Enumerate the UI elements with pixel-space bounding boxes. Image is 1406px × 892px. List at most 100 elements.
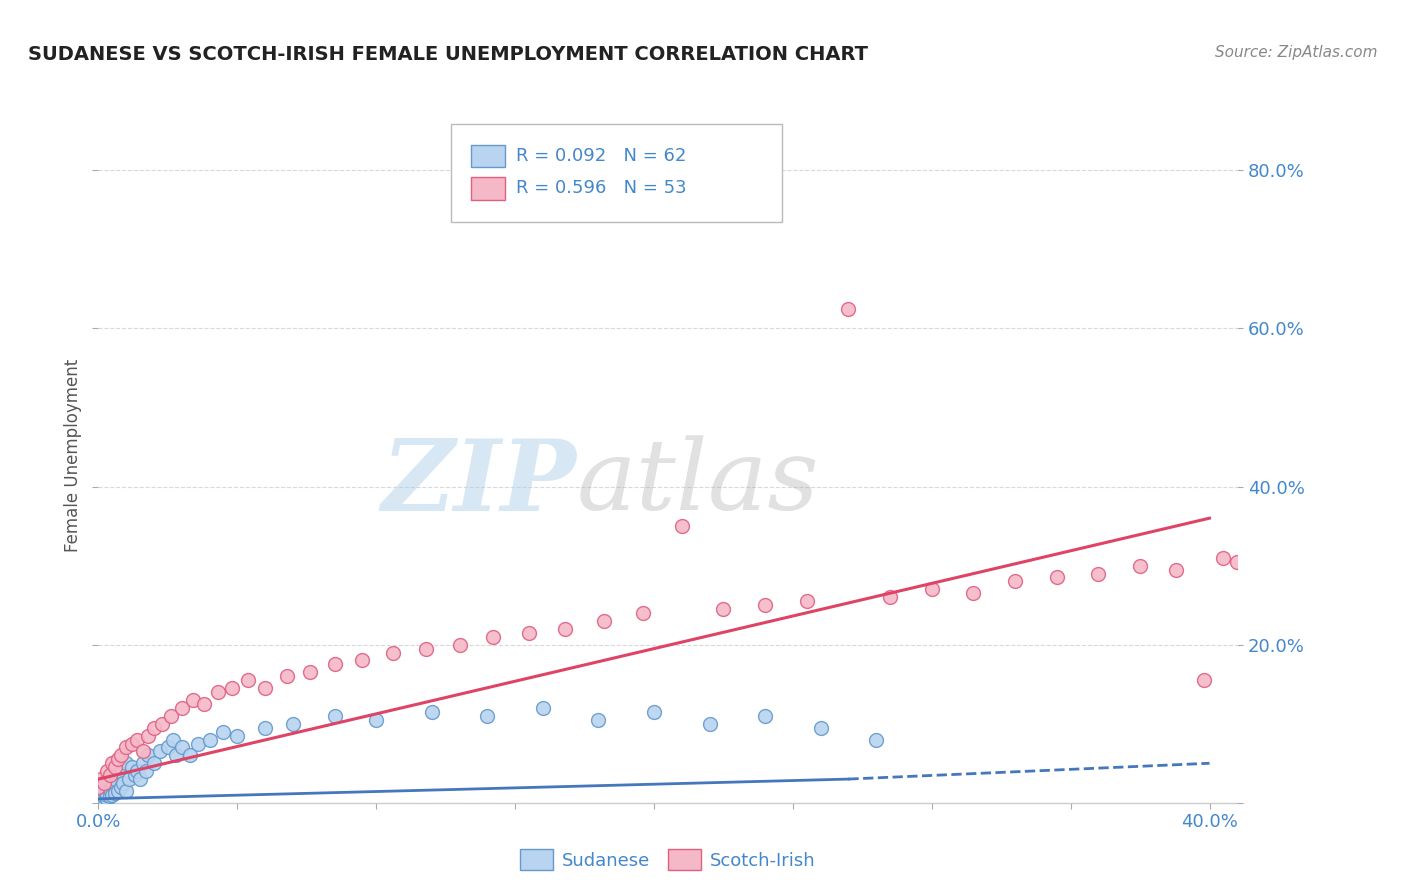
Point (87, 793, 110, 807)
Point (96, 764, 118, 779)
Point (1087, 566, 1109, 581)
Point (415, 641, 437, 656)
Point (865, 732, 887, 747)
Point (1166, 563, 1188, 577)
Point (879, 591, 901, 605)
Point (110, 748, 132, 763)
Point (449, 638, 471, 652)
Point (713, 602, 735, 616)
Point (221, 681, 243, 695)
Point (115, 740, 138, 755)
Point (87, 780, 110, 794)
Point (181, 693, 204, 707)
Point (121, 760, 143, 774)
Legend: Sudanese, Scotch-Irish: Sudanese, Scotch-Irish (513, 842, 823, 877)
Point (156, 740, 179, 755)
Point (87, 796, 110, 810)
Point (90, 792, 112, 806)
Point (754, 708, 776, 723)
Point (115, 756, 138, 771)
Point (121, 737, 143, 751)
Point (87, 792, 110, 806)
Point (87, 788, 110, 802)
Point (554, 622, 576, 636)
Point (198, 732, 221, 747)
Point (593, 614, 616, 628)
Point (96, 792, 118, 806)
Point (381, 646, 404, 660)
Point (323, 657, 346, 672)
Point (482, 630, 505, 644)
Point (962, 586, 984, 600)
Point (238, 673, 260, 688)
Point (115, 784, 138, 798)
Text: R = 0.596   N = 53: R = 0.596 N = 53 (516, 179, 688, 197)
Point (93, 792, 115, 806)
Point (298, 665, 321, 680)
Point (90, 794, 112, 808)
Text: SUDANESE VS SCOTCH-IRISH FEMALE UNEMPLOYMENT CORRELATION CHART: SUDANESE VS SCOTCH-IRISH FEMALE UNEMPLOY… (28, 45, 868, 63)
Point (420, 705, 443, 719)
Bar (471, 178, 505, 200)
Point (138, 729, 160, 743)
Point (165, 748, 187, 763)
Point (207, 685, 229, 699)
Point (193, 697, 215, 711)
Point (254, 721, 277, 735)
Point (96, 788, 118, 802)
Point (323, 708, 346, 723)
Point (276, 669, 298, 683)
Bar (471, 145, 505, 167)
Point (366, 713, 388, 727)
Text: R = 0.092   N = 62: R = 0.092 N = 62 (516, 147, 686, 165)
Point (631, 606, 654, 620)
Point (118, 772, 141, 786)
Point (1212, 550, 1234, 565)
Point (135, 764, 157, 779)
Point (179, 748, 201, 763)
Point (87, 790, 110, 805)
Point (129, 772, 152, 786)
Point (90, 789, 112, 804)
Point (643, 705, 665, 719)
Point (159, 708, 181, 723)
Point (132, 756, 155, 771)
Point (107, 784, 129, 798)
Point (1046, 570, 1069, 584)
Point (150, 716, 173, 731)
Point (254, 681, 277, 695)
Point (93, 776, 115, 790)
Point (796, 594, 818, 608)
Point (101, 788, 124, 802)
Point (187, 737, 209, 751)
Point (107, 764, 129, 779)
Point (162, 732, 184, 747)
Point (132, 744, 155, 758)
Point (531, 701, 554, 715)
Point (98, 789, 121, 804)
Point (921, 582, 943, 597)
Point (1004, 574, 1026, 589)
Point (170, 701, 193, 715)
FancyBboxPatch shape (451, 124, 782, 222)
Point (810, 721, 832, 735)
Point (1226, 555, 1249, 569)
Point (96, 780, 118, 794)
Point (98, 781, 121, 796)
Point (699, 716, 721, 731)
Point (93, 789, 115, 804)
Point (148, 744, 170, 758)
Point (110, 780, 132, 794)
Point (87, 785, 110, 799)
Point (754, 598, 776, 612)
Point (1240, 547, 1263, 561)
Point (98, 768, 121, 782)
Text: atlas: atlas (576, 435, 820, 531)
Point (143, 721, 166, 735)
Point (1192, 673, 1215, 688)
Point (143, 756, 166, 771)
Point (212, 724, 235, 739)
Y-axis label: Female Unemployment: Female Unemployment (63, 359, 82, 551)
Point (127, 764, 149, 779)
Point (124, 768, 146, 782)
